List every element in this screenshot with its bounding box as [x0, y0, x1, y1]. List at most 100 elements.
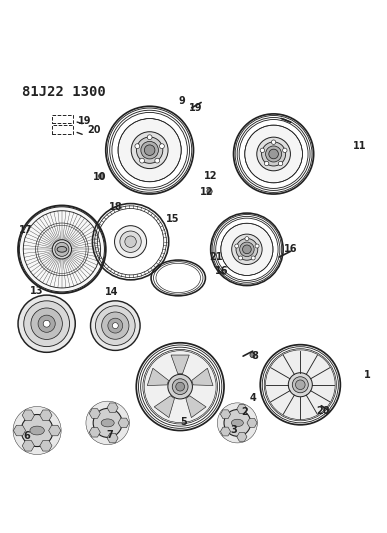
Circle shape — [99, 173, 104, 179]
Text: 16: 16 — [215, 266, 229, 276]
Circle shape — [265, 146, 282, 162]
Polygon shape — [49, 425, 61, 436]
Text: 12: 12 — [200, 187, 214, 197]
Circle shape — [269, 149, 278, 159]
Circle shape — [240, 242, 254, 256]
Text: 19: 19 — [78, 116, 92, 126]
Circle shape — [18, 205, 106, 293]
Text: 20: 20 — [317, 407, 330, 416]
Circle shape — [292, 377, 308, 393]
Text: 14: 14 — [105, 287, 118, 297]
Circle shape — [217, 403, 257, 443]
Text: 20: 20 — [87, 125, 101, 135]
Polygon shape — [14, 425, 26, 436]
Text: 2: 2 — [241, 407, 248, 417]
Circle shape — [141, 141, 158, 159]
Polygon shape — [22, 410, 34, 421]
Polygon shape — [107, 433, 118, 443]
Circle shape — [265, 350, 335, 419]
Polygon shape — [221, 410, 231, 418]
Circle shape — [245, 237, 249, 240]
Text: 19: 19 — [188, 103, 202, 113]
Text: 15: 15 — [166, 214, 179, 224]
Circle shape — [264, 161, 269, 166]
Circle shape — [52, 240, 72, 259]
Circle shape — [239, 256, 243, 260]
Text: 6: 6 — [23, 431, 30, 441]
Circle shape — [13, 407, 61, 455]
Text: 10: 10 — [93, 172, 107, 182]
Polygon shape — [22, 440, 34, 451]
Circle shape — [24, 301, 70, 346]
Ellipse shape — [231, 419, 243, 426]
Circle shape — [168, 374, 192, 399]
Polygon shape — [221, 427, 231, 436]
Circle shape — [131, 132, 168, 168]
Text: 17: 17 — [19, 225, 33, 235]
Circle shape — [236, 238, 258, 260]
Circle shape — [144, 351, 216, 423]
Circle shape — [278, 161, 283, 166]
Circle shape — [21, 415, 53, 447]
Circle shape — [243, 245, 251, 254]
Text: 3: 3 — [230, 425, 237, 435]
Circle shape — [255, 244, 259, 248]
Circle shape — [262, 142, 286, 166]
Polygon shape — [89, 409, 100, 418]
Circle shape — [108, 318, 123, 333]
Circle shape — [86, 401, 129, 445]
Circle shape — [224, 409, 251, 436]
Circle shape — [96, 306, 135, 345]
Circle shape — [257, 137, 290, 171]
Circle shape — [137, 137, 163, 163]
Circle shape — [144, 145, 155, 156]
Circle shape — [140, 158, 144, 163]
Ellipse shape — [101, 419, 114, 427]
Text: 12: 12 — [204, 171, 217, 181]
Polygon shape — [237, 432, 247, 441]
Polygon shape — [154, 395, 175, 417]
Polygon shape — [192, 368, 213, 385]
Circle shape — [55, 243, 69, 256]
Circle shape — [176, 382, 185, 391]
Polygon shape — [107, 403, 118, 413]
Circle shape — [120, 231, 141, 253]
Circle shape — [283, 148, 287, 152]
Circle shape — [155, 158, 160, 163]
Circle shape — [102, 312, 129, 340]
FancyBboxPatch shape — [52, 115, 74, 124]
Polygon shape — [118, 418, 129, 427]
Text: 21: 21 — [210, 252, 223, 262]
Circle shape — [221, 223, 273, 276]
Circle shape — [135, 144, 140, 149]
Circle shape — [125, 236, 136, 247]
Circle shape — [91, 301, 140, 350]
Circle shape — [260, 148, 265, 152]
Ellipse shape — [30, 426, 45, 435]
Text: 4: 4 — [249, 393, 256, 403]
Circle shape — [232, 234, 262, 264]
Polygon shape — [40, 410, 52, 421]
Text: 11: 11 — [353, 141, 366, 151]
Polygon shape — [237, 405, 247, 413]
FancyBboxPatch shape — [52, 125, 74, 134]
Circle shape — [251, 256, 255, 260]
Text: 7: 7 — [106, 430, 113, 440]
Text: 8: 8 — [251, 351, 258, 361]
Ellipse shape — [57, 246, 67, 252]
Text: 13: 13 — [30, 286, 44, 296]
Circle shape — [271, 140, 276, 144]
Circle shape — [296, 380, 305, 390]
Circle shape — [115, 225, 147, 258]
Circle shape — [245, 125, 303, 183]
Circle shape — [250, 352, 255, 358]
Polygon shape — [89, 427, 100, 437]
Circle shape — [93, 408, 122, 438]
Circle shape — [31, 308, 62, 340]
Circle shape — [235, 244, 239, 248]
Circle shape — [172, 379, 188, 394]
Circle shape — [43, 320, 50, 327]
Text: 1: 1 — [364, 370, 370, 380]
Circle shape — [207, 189, 212, 194]
Text: 81J22 1300: 81J22 1300 — [22, 85, 106, 99]
